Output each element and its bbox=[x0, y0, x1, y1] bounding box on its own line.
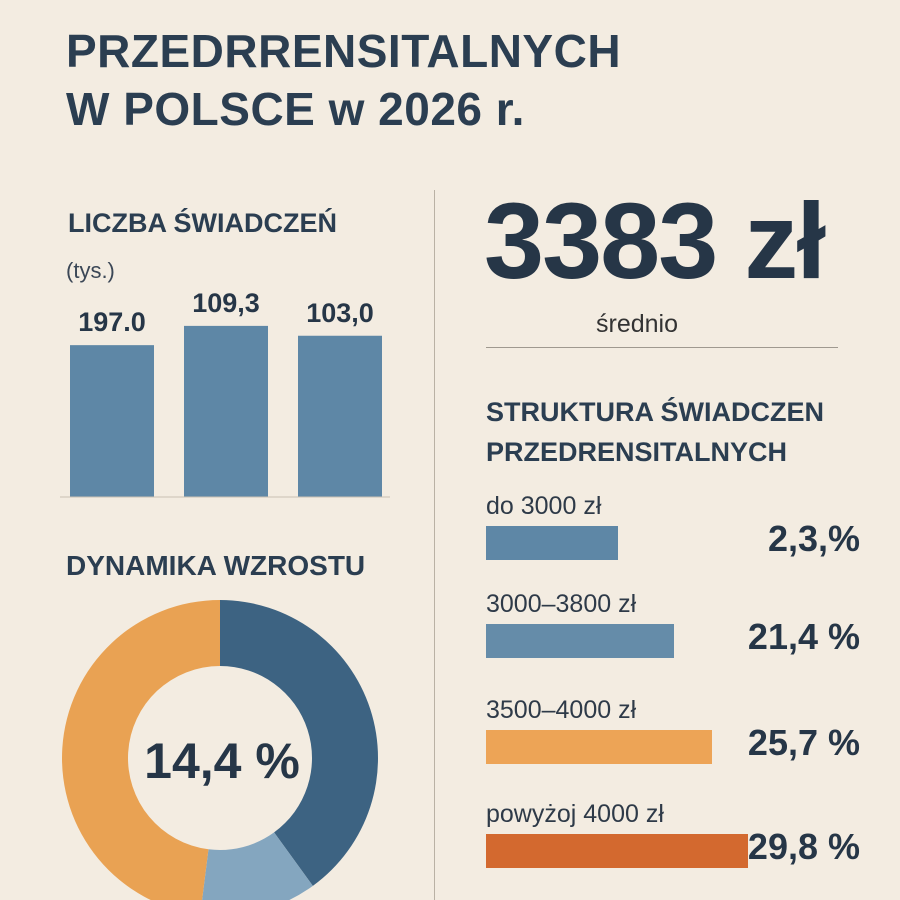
donut-chart: 14,4 % bbox=[62, 600, 378, 900]
bar-value-label-3: 103,0 bbox=[306, 298, 374, 328]
bar-value-label-1: 197.0 bbox=[78, 307, 146, 337]
donut-center-label: 14,4 % bbox=[144, 733, 300, 789]
structure-value-label: 29,8 % bbox=[747, 826, 860, 867]
structure-bar bbox=[486, 624, 674, 658]
page-title: PRZEDRRENSITALNYCH W POLSCE w 2026 r. bbox=[66, 22, 621, 138]
average-value: 3383 zł bbox=[484, 180, 826, 301]
bar-chart: 197.0 109,3 103,0 bbox=[60, 288, 390, 498]
structure-title-line-1: STRUKTURA ŚWIADCZEN bbox=[486, 397, 824, 427]
bar-chart-title: LICZBA ŚWIADCZEŃ bbox=[68, 208, 337, 238]
title-line-2: W POLSCE w 2026 r. bbox=[66, 83, 525, 135]
structure-title-line-2: PRZEDRENSITALNYCH bbox=[486, 437, 788, 467]
structure-row: 3000–3800 zł 21,4 % bbox=[486, 590, 866, 680]
structure-title: STRUKTURA ŚWIADCZEN PRZEDRENSITALNYCH bbox=[486, 392, 824, 472]
average-label: średnio bbox=[596, 310, 678, 338]
donut-chart-title: DYNAMIKA WZROSTU bbox=[66, 550, 366, 581]
horizontal-divider bbox=[486, 347, 838, 348]
vertical-divider bbox=[434, 190, 435, 900]
structure-bar bbox=[486, 834, 748, 868]
structure-bar bbox=[486, 730, 712, 764]
structure-row: powyżoj 4000 zł 29,8 % bbox=[486, 800, 866, 890]
donut-slice-3 bbox=[62, 600, 220, 900]
structure-value-label: 21,4 % bbox=[747, 616, 860, 657]
bar-2 bbox=[184, 325, 268, 497]
structure-bar bbox=[486, 526, 618, 560]
structure-value-label: 25,7 % bbox=[747, 722, 860, 763]
bar-3 bbox=[298, 335, 382, 497]
bar-value-label-2: 109,3 bbox=[192, 288, 260, 318]
structure-category-label: 3500–4000 zł bbox=[486, 696, 637, 724]
structure-category-label: do 3000 zł bbox=[486, 492, 602, 520]
donut-slice-2 bbox=[202, 832, 313, 900]
structure-row: 3500–4000 zł 25,7 % bbox=[486, 696, 866, 786]
structure-value-label: 2,3,% bbox=[767, 518, 860, 559]
structure-category-label: 3000–3800 zł bbox=[486, 590, 637, 618]
bar-chart-subtitle: (tys.) bbox=[66, 258, 115, 283]
structure-category-label: powyżoj 4000 zł bbox=[486, 800, 664, 828]
donut-slice-1 bbox=[220, 600, 378, 886]
bar-1 bbox=[70, 345, 154, 497]
title-line-1: PRZEDRRENSITALNYCH bbox=[66, 25, 622, 77]
structure-row: do 3000 zł 2,3,% bbox=[486, 492, 866, 582]
